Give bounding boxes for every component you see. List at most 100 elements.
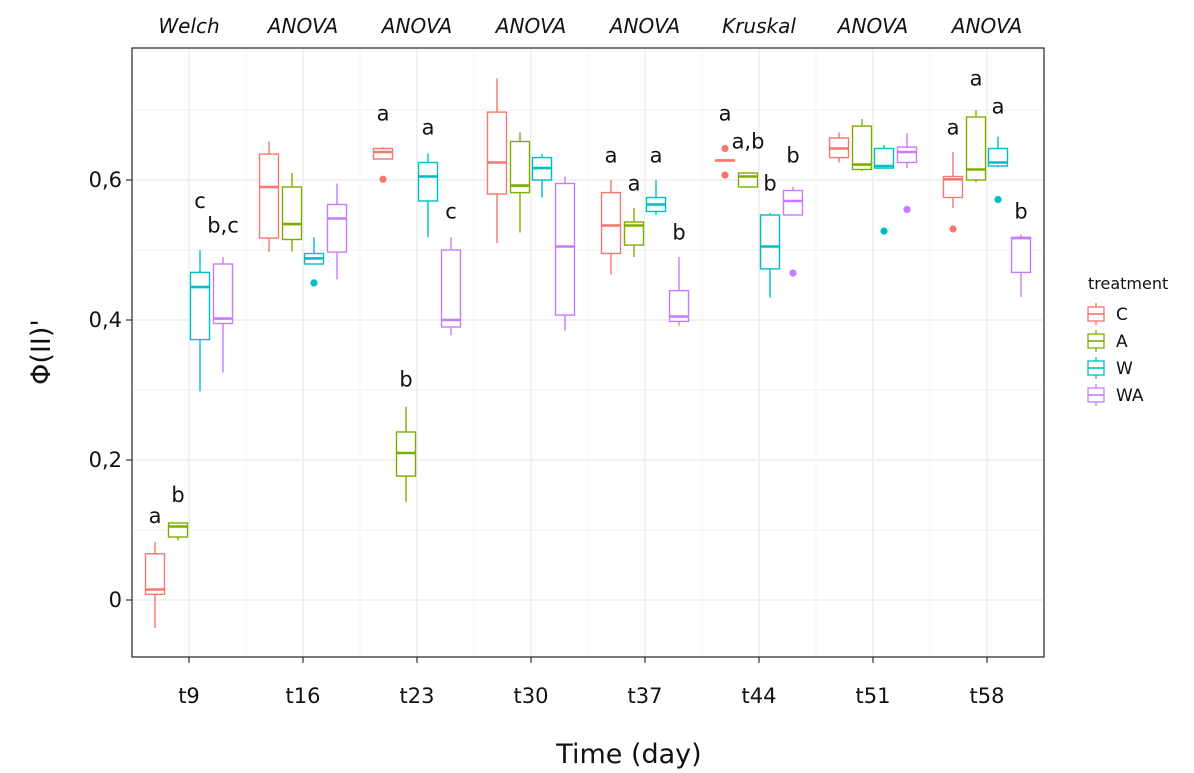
boxplot-C-t44 bbox=[714, 144, 736, 179]
x-tick-label: t23 bbox=[400, 684, 435, 708]
boxplot-W-t44 bbox=[759, 212, 781, 298]
box bbox=[600, 191, 622, 255]
box bbox=[759, 214, 781, 270]
significance-letter: a bbox=[377, 102, 390, 126]
legend-label: A bbox=[1116, 332, 1128, 352]
legend-label: W bbox=[1116, 359, 1133, 379]
legend-item-W: W bbox=[1087, 357, 1133, 379]
outlier-point bbox=[721, 171, 729, 179]
box bbox=[281, 186, 303, 241]
boxplot-WA-t30 bbox=[554, 176, 576, 331]
test-label: ANOVA bbox=[836, 14, 908, 38]
legend: treatment CAW WA bbox=[1087, 274, 1168, 406]
y-axis-title: Φ(II)' bbox=[26, 319, 57, 385]
grid-lines bbox=[132, 48, 1044, 657]
significance-letter: a bbox=[947, 116, 960, 140]
y-axis-ticks: 0 0,2 0,4 0,6 bbox=[89, 168, 132, 612]
significance-letter: b bbox=[171, 483, 184, 507]
boxplot-C-t9 bbox=[144, 541, 166, 628]
boxplot-A-t30 bbox=[509, 132, 531, 233]
box bbox=[509, 140, 531, 194]
boxplot-A-t37 bbox=[623, 208, 645, 257]
x-tick-label: t9 bbox=[178, 684, 200, 708]
boxplot-C-t37 bbox=[600, 180, 622, 275]
boxplot-W-t9 bbox=[189, 250, 211, 392]
test-label: ANOVA bbox=[950, 14, 1022, 38]
boxplot-WA-t58 bbox=[1010, 234, 1032, 297]
x-tick-label: t58 bbox=[970, 684, 1005, 708]
boxplot-C-t51 bbox=[828, 132, 850, 163]
box bbox=[144, 553, 166, 596]
outlier-point bbox=[994, 196, 1002, 204]
legend-item-A: A bbox=[1087, 330, 1128, 352]
panel-border bbox=[131, 47, 1045, 658]
outlier-point bbox=[379, 175, 387, 183]
boxplot-C-t23 bbox=[372, 147, 394, 183]
significance-letter: b bbox=[399, 368, 412, 392]
boxplot-WA-t9 bbox=[212, 257, 234, 373]
box bbox=[417, 161, 439, 202]
test-labels: Welch ANOVA ANOVA ANOVA ANOVA Kruskal ANOVA ANO… bbox=[158, 14, 1022, 38]
boxplot-W-t30 bbox=[531, 154, 553, 198]
test-label: ANOVA bbox=[608, 14, 680, 38]
legend-item-WA: WA bbox=[1087, 384, 1144, 406]
boxplot-W-t23 bbox=[417, 153, 439, 238]
box bbox=[737, 172, 759, 188]
outlier-point bbox=[721, 144, 729, 153]
test-label: ANOVA bbox=[266, 14, 338, 38]
box bbox=[258, 153, 280, 239]
box bbox=[942, 175, 964, 199]
boxplot-WA-t16 bbox=[326, 183, 348, 280]
boxplot-A-t58 bbox=[965, 110, 987, 183]
x-tick-label: t30 bbox=[514, 684, 549, 708]
box bbox=[668, 289, 690, 323]
boxplot-C-t58 bbox=[942, 152, 964, 233]
y-tick-label: 0,2 bbox=[89, 448, 122, 472]
significance-letter: a bbox=[149, 504, 162, 528]
significance-letter: b bbox=[672, 221, 685, 245]
boxplot-W-t58 bbox=[987, 136, 1009, 204]
box bbox=[486, 111, 508, 195]
box bbox=[965, 116, 987, 181]
x-tick-label: t51 bbox=[856, 684, 891, 708]
outlier-point bbox=[949, 225, 957, 233]
significance-letter: c bbox=[445, 200, 457, 224]
legend-item-C: C bbox=[1087, 303, 1128, 325]
box bbox=[167, 522, 189, 538]
box bbox=[623, 221, 645, 246]
boxplot-WA-t23 bbox=[440, 237, 462, 336]
significance-letter: a bbox=[719, 102, 732, 126]
box bbox=[851, 125, 873, 171]
significance-letter: b bbox=[786, 144, 799, 168]
y-tick-label: 0,4 bbox=[89, 308, 122, 332]
legend-label: C bbox=[1116, 305, 1128, 325]
x-axis-title: Time (day) bbox=[555, 739, 701, 770]
boxplot-W-t16 bbox=[303, 237, 325, 287]
significance-letter: a bbox=[650, 144, 663, 168]
y-tick-label: 0,6 bbox=[89, 168, 122, 192]
x-axis-ticks: t9 t16 t23 t30 t37 t44 t51 t58 bbox=[178, 657, 1004, 708]
significance-letter: a bbox=[970, 67, 983, 91]
significance-letter: a,b bbox=[732, 130, 765, 154]
boxplot-A-t23 bbox=[395, 406, 417, 502]
test-label: ANOVA bbox=[494, 14, 566, 38]
box bbox=[782, 189, 804, 216]
test-label: Kruskal bbox=[722, 14, 796, 38]
significance-letter: a bbox=[422, 116, 435, 140]
boxplot-WA-t44 bbox=[782, 187, 804, 277]
significance-letter: a bbox=[605, 144, 618, 168]
significance-letter: a bbox=[992, 95, 1005, 119]
y-tick-label: 0 bbox=[109, 588, 122, 612]
boxplot-A-t16 bbox=[281, 173, 303, 252]
test-label: Welch bbox=[158, 14, 219, 38]
significance-letter: b bbox=[1014, 200, 1027, 224]
boxplot-A-t9 bbox=[167, 522, 189, 541]
box bbox=[326, 203, 348, 253]
boxplot-A-t44 bbox=[737, 172, 759, 188]
boxplot-A-t51 bbox=[851, 119, 873, 171]
x-tick-label: t37 bbox=[628, 684, 663, 708]
significance-letter: b bbox=[763, 172, 776, 196]
boxplot-W-t51 bbox=[873, 145, 895, 235]
